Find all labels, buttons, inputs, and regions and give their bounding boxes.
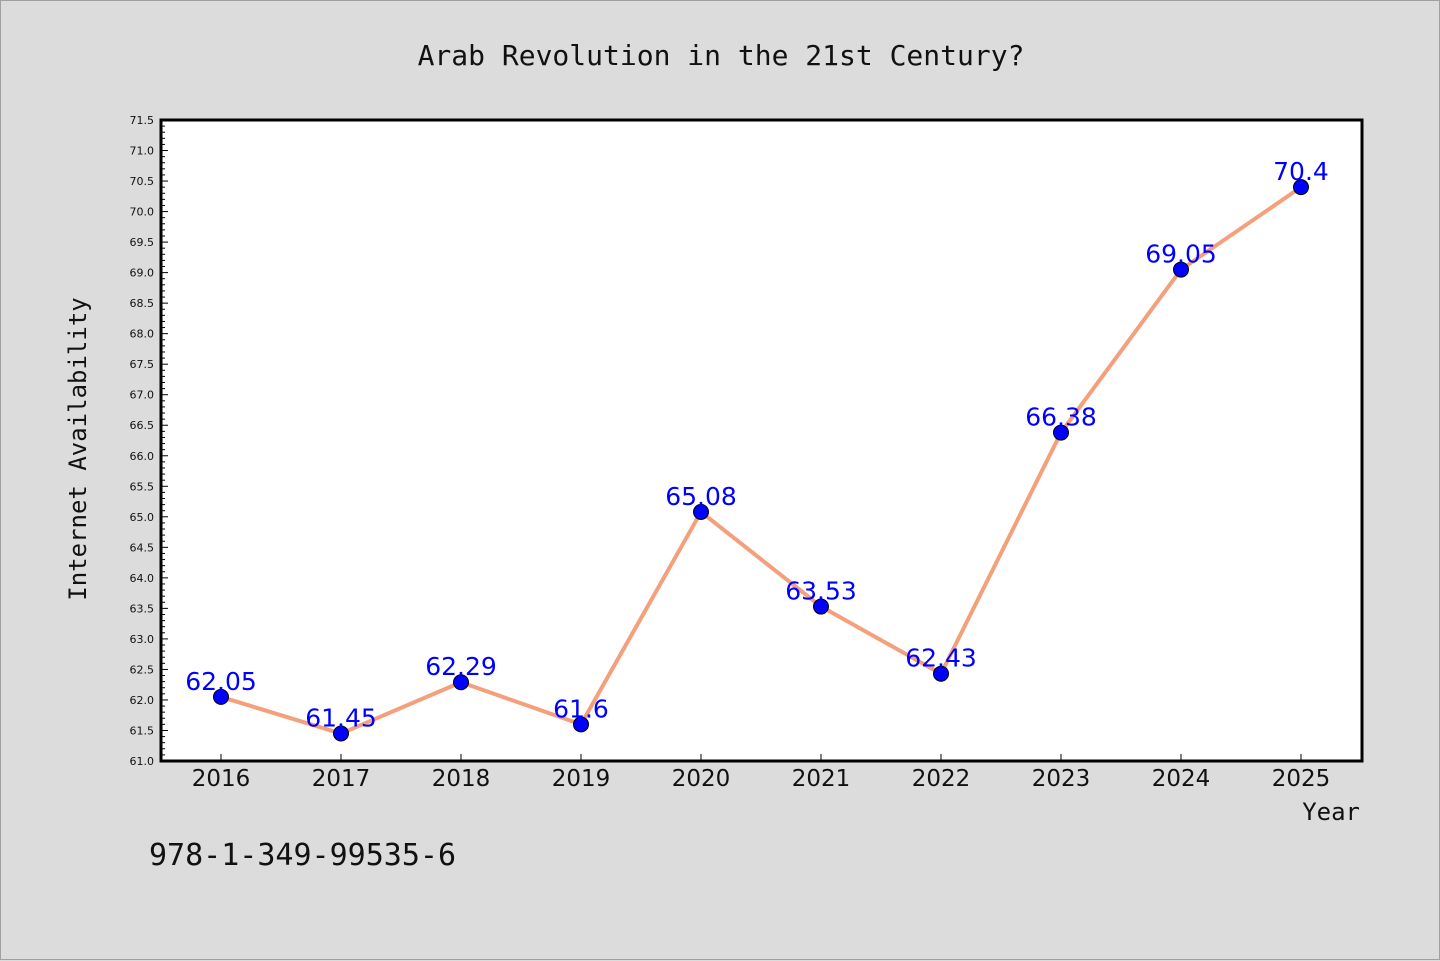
y-tick-label: 63.5 — [130, 602, 155, 615]
y-tick-label: 71.5 — [130, 114, 155, 127]
y-tick-label: 63.0 — [130, 633, 155, 646]
isbn-footnote: 978-1-349-99535-6 — [149, 838, 456, 873]
x-tick-label: 2018 — [432, 766, 491, 792]
data-label: 62.05 — [185, 667, 257, 696]
x-tick-label: 2025 — [1272, 766, 1331, 792]
x-tick-label: 2017 — [312, 766, 371, 792]
data-markers — [213, 179, 1309, 742]
x-tick-label: 2020 — [672, 766, 731, 792]
y-tick-label: 62.0 — [130, 694, 155, 707]
y-tick-label: 67.5 — [130, 358, 155, 371]
x-tick-label: 2024 — [1152, 766, 1211, 792]
y-tick-label: 61.0 — [130, 755, 155, 768]
data-label: 63.53 — [785, 577, 857, 606]
y-tick-label: 66.0 — [130, 450, 155, 463]
data-label: 65.08 — [665, 482, 737, 511]
data-label: 70.4 — [1273, 157, 1329, 186]
y-axis-label: Internet Availability — [64, 297, 92, 600]
series-line-group — [220, 185, 1303, 736]
y-tick-label: 64.5 — [130, 541, 155, 554]
data-label: 61.45 — [305, 704, 377, 733]
data-labels: 62.05 61.45 62.29 61.6 65.08 63.53 62.43 66.38 6… — [185, 157, 1329, 732]
y-axis-ticks: 61.0 61.5 62.0 62.5 63.0 63.5 64.0 64.5 65.0 65.5… — [130, 114, 168, 768]
y-tick-label: 61.5 — [130, 724, 155, 737]
series-line — [220, 185, 1303, 736]
y-tick-label: 69.5 — [130, 236, 155, 249]
y-tick-label: 68.5 — [130, 297, 155, 310]
x-tick-label: 2023 — [1032, 766, 1091, 792]
data-point-marker — [333, 725, 349, 742]
y-tick-label: 62.5 — [130, 663, 155, 676]
y-tick-label: 67.0 — [130, 389, 155, 402]
data-label: 61.6 — [553, 694, 609, 723]
plot-area — [159, 118, 1364, 763]
data-point-marker — [453, 674, 469, 691]
data-point-marker — [693, 503, 709, 520]
data-point-marker — [1293, 179, 1309, 196]
data-label: 62.29 — [425, 652, 497, 681]
x-tick-label: 2019 — [552, 766, 611, 792]
y-tick-label: 68.0 — [130, 328, 155, 341]
data-label: 69.05 — [1145, 240, 1217, 269]
data-point-marker — [933, 665, 949, 682]
x-axis-ticks: 2016 2017 2018 2019 2020 2021 2022 2023 2024 2025 — [192, 754, 1331, 792]
x-tick-label: 2022 — [912, 766, 971, 792]
data-point-marker — [573, 716, 589, 733]
data-label: 62.43 — [905, 644, 977, 673]
y-tick-label: 70.5 — [130, 175, 155, 188]
y-tick-label: 65.0 — [130, 511, 155, 524]
x-axis-label: Year — [1302, 798, 1360, 826]
y-tick-label: 65.5 — [130, 480, 155, 493]
data-point-marker — [1173, 261, 1189, 278]
data-point-marker — [1053, 424, 1069, 441]
y-tick-label: 70.0 — [130, 206, 155, 219]
data-label: 66.38 — [1025, 403, 1097, 432]
chart-title: Arab Revolution in the 21st Century? — [418, 39, 1025, 72]
y-tick-label: 64.0 — [130, 572, 155, 585]
y-tick-label: 71.0 — [130, 145, 155, 158]
data-point-marker — [813, 598, 829, 615]
data-point-marker — [213, 688, 229, 705]
y-tick-label: 66.5 — [130, 419, 155, 432]
x-tick-label: 2016 — [192, 766, 251, 792]
y-tick-label: 69.0 — [130, 267, 155, 280]
x-tick-label: 2021 — [792, 766, 851, 792]
